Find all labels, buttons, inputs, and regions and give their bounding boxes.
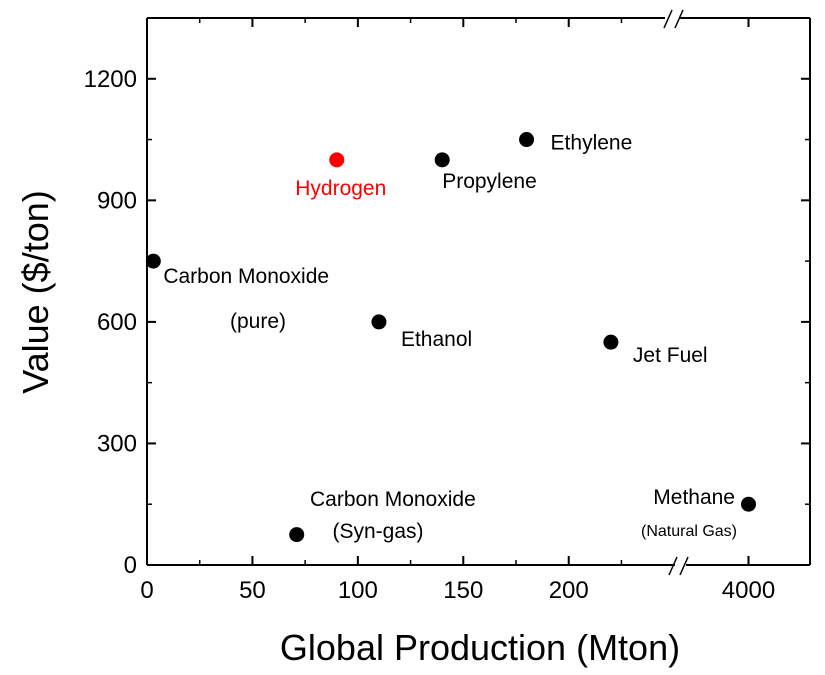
data-point-sublabel: (pure) <box>230 310 286 333</box>
data-point <box>329 152 345 168</box>
axis-break-top <box>663 9 684 29</box>
data-point <box>741 496 756 512</box>
data-points <box>145 132 756 543</box>
x-tick-label: 50 <box>239 577 266 604</box>
data-point-sublabel: (Natural Gas) <box>641 523 737 540</box>
data-point <box>145 253 161 269</box>
data-point-label: Jet Fuel <box>633 344 708 367</box>
data-point-label: Methane <box>653 486 735 509</box>
x-axis-title: Global Production (Mton) <box>280 627 680 668</box>
x-tick-label: 200 <box>549 577 589 604</box>
data-point-label: Carbon Monoxide <box>163 265 329 288</box>
x-tick-label: 0 <box>140 577 153 604</box>
axis-tick-labels: 0 300 600 900 1200 0 50 100 150 200 4000 <box>84 66 776 604</box>
data-point-labels: Carbon Monoxide (pure) Hydrogen Propylene Et… <box>163 132 737 543</box>
y-tick-label: 0 <box>124 552 137 579</box>
axis-ticks <box>146 18 810 566</box>
y-tick-label: 900 <box>97 187 137 214</box>
data-point-label: Propylene <box>442 170 537 193</box>
y-tick-label: 600 <box>97 309 137 336</box>
data-point <box>519 132 535 148</box>
data-point-label: Ethylene <box>551 132 633 155</box>
axis-break-bottom <box>668 556 689 576</box>
y-axis-title: Value ($/ton) <box>15 190 56 393</box>
data-point <box>434 152 450 168</box>
data-point-label: Carbon Monoxide <box>310 488 476 511</box>
data-point-sublabel: (Syn-gas) <box>332 520 423 543</box>
y-tick-label: 300 <box>97 430 137 457</box>
x-tick-label: 4000 <box>722 577 775 604</box>
data-point-label: Ethanol <box>401 328 472 351</box>
x-tick-label: 150 <box>443 577 483 604</box>
y-tick-label: 1200 <box>84 66 137 93</box>
data-point-label: Hydrogen <box>295 177 386 200</box>
data-point <box>289 527 305 543</box>
data-point <box>371 314 387 330</box>
x-tick-label: 100 <box>338 577 378 604</box>
data-point <box>603 334 619 350</box>
